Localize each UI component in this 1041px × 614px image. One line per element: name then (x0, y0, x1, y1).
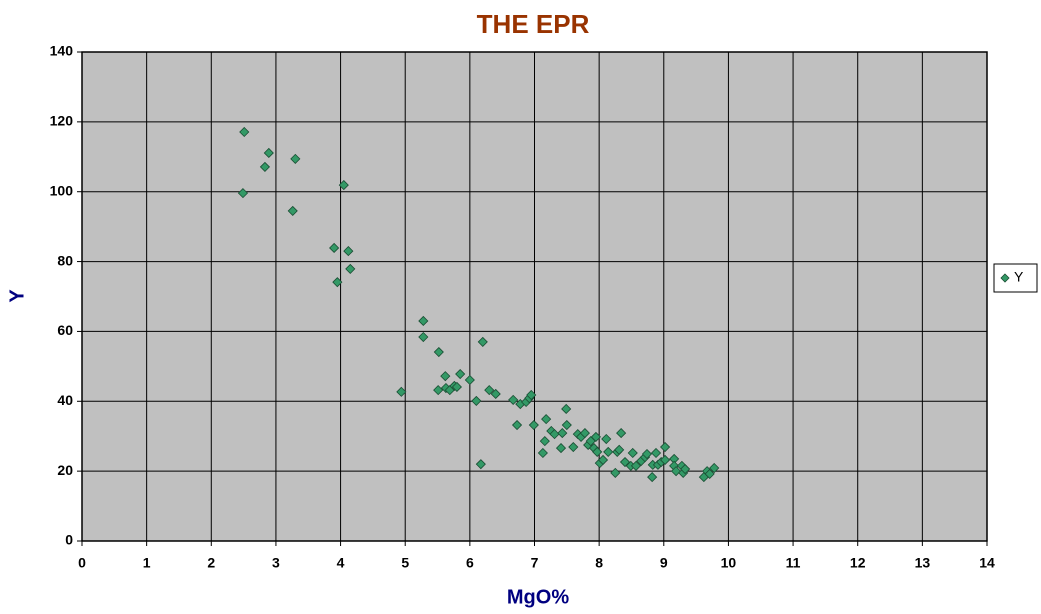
data-point (709, 462, 720, 474)
y-tick-label: 120 (50, 113, 74, 129)
data-point (592, 446, 603, 457)
y-tick-label: 20 (57, 462, 73, 478)
data-point (603, 446, 614, 457)
data-point (610, 467, 621, 478)
data-point (345, 263, 356, 274)
data-point (343, 246, 354, 257)
data-point (475, 459, 486, 470)
x-tick-label: 3 (272, 555, 280, 571)
x-tick-label: 5 (401, 555, 409, 571)
data-point (464, 374, 475, 386)
data-point (263, 147, 274, 159)
data-point (477, 336, 488, 347)
x-tick-label: 13 (915, 555, 931, 571)
data-point (630, 460, 642, 471)
data-point (650, 447, 662, 459)
data-point (568, 441, 579, 453)
data-point (561, 419, 572, 431)
data-point (539, 436, 550, 447)
data-point (601, 433, 612, 445)
data-point (511, 419, 523, 431)
data-point (671, 466, 682, 477)
data-point (259, 161, 271, 172)
data-point (561, 403, 572, 415)
x-tick-label: 11 (786, 555, 801, 571)
data-point (549, 429, 560, 440)
x-tick-label: 9 (660, 555, 668, 571)
x-tick-label: 8 (595, 555, 603, 571)
data-point (418, 331, 429, 343)
data-point (619, 456, 631, 468)
data-point (590, 431, 601, 442)
x-axis-title: MgO% (507, 586, 569, 608)
data-point (557, 428, 568, 439)
data-point (508, 394, 519, 405)
data-point (338, 180, 349, 191)
data-point (660, 454, 671, 466)
data-point (451, 381, 462, 393)
data-point (680, 463, 691, 475)
data-point (433, 346, 444, 358)
data-point (647, 472, 658, 483)
data-point (641, 448, 653, 460)
data-point (627, 447, 638, 459)
data-point (528, 419, 539, 431)
x-tick-label: 6 (466, 555, 474, 571)
data-point (614, 444, 625, 455)
data-point (440, 371, 451, 382)
data-point (287, 205, 298, 216)
data-point (418, 315, 429, 327)
x-tick-label: 4 (337, 555, 345, 571)
data-point (329, 242, 340, 254)
chart-title: THE EPR (477, 9, 590, 39)
legend-marker (1000, 273, 1010, 283)
x-tick-label: 2 (207, 555, 215, 571)
data-point (433, 385, 444, 396)
x-tick-label: 7 (531, 555, 539, 571)
y-tick-label: 40 (57, 392, 73, 408)
data-point (396, 386, 407, 397)
data-point (537, 447, 548, 459)
data-point (471, 395, 482, 407)
data-point (490, 388, 501, 400)
x-tick-label: 0 (78, 555, 86, 571)
y-tick-label: 140 (50, 43, 74, 59)
data-point (597, 454, 609, 466)
y-tick-label: 60 (57, 322, 73, 338)
data-point (239, 126, 250, 138)
data-point (332, 277, 343, 288)
data-point (526, 389, 537, 401)
plot-border (81, 51, 988, 542)
x-tick-label: 10 (721, 555, 737, 571)
data-point (579, 428, 590, 439)
y-tick-label: 100 (50, 182, 74, 198)
legend-label: Y (1014, 269, 1024, 285)
y-axis-title: Y (6, 289, 28, 303)
data-point (616, 428, 627, 439)
x-tick-label: 1 (143, 555, 151, 571)
data-point (237, 188, 249, 199)
y-tick-label: 0 (65, 532, 73, 548)
x-tick-label: 12 (850, 555, 866, 571)
data-point (484, 385, 495, 396)
data-point (555, 443, 567, 454)
y-tick-label: 80 (57, 252, 73, 268)
data-point (704, 468, 715, 480)
data-point (541, 414, 552, 425)
data-point (660, 441, 671, 453)
x-tick-label: 14 (979, 555, 995, 571)
data-point (455, 368, 466, 380)
data-point (290, 153, 301, 164)
